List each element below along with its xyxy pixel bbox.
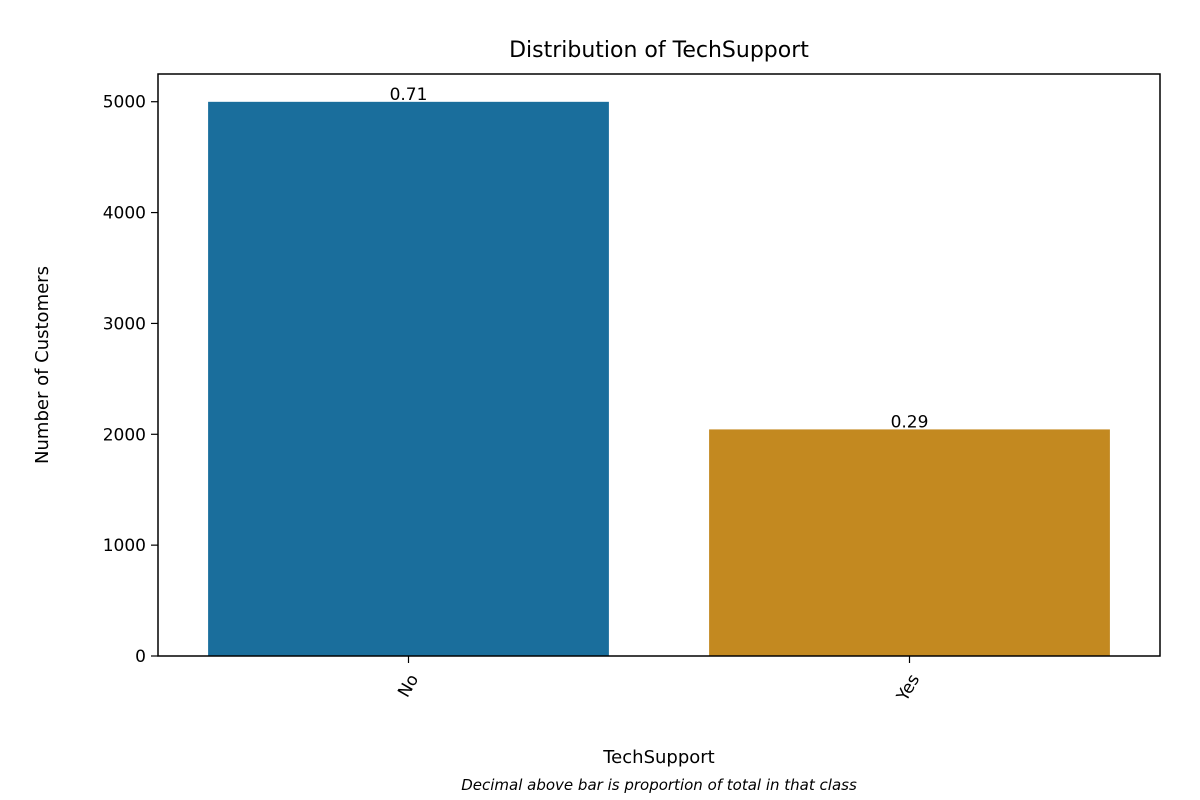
y-axis-ticks: 0 1000 2000 3000 4000 5000: [103, 93, 158, 667]
y-tick-label: 1000: [103, 536, 146, 556]
y-tick-label: 3000: [103, 314, 146, 334]
x-axis-ticks: No Yes: [394, 656, 924, 706]
x-tick-label-yes: Yes: [893, 671, 925, 706]
bars-group: [208, 101, 1110, 657]
x-tick-label-no: No: [394, 671, 423, 701]
data-labels-group: 0.71 0.29: [390, 85, 929, 433]
plot-frame: [157, 73, 1161, 657]
y-tick-label: 0: [135, 647, 146, 667]
y-axis-label: Number of Customers: [32, 266, 53, 464]
bar-label-no: 0.71: [390, 85, 428, 105]
chart-caption: Decimal above bar is proportion of total…: [461, 776, 857, 794]
chart-title: Distribution of TechSupport: [509, 38, 809, 63]
y-tick-label: 4000: [103, 204, 146, 224]
y-tick-label: 5000: [103, 93, 146, 113]
bar-label-yes: 0.29: [891, 412, 929, 432]
y-tick-label: 2000: [103, 425, 146, 445]
bar-yes: [709, 429, 1110, 656]
x-axis-label: TechSupport: [602, 747, 714, 768]
bar-no: [208, 101, 609, 657]
